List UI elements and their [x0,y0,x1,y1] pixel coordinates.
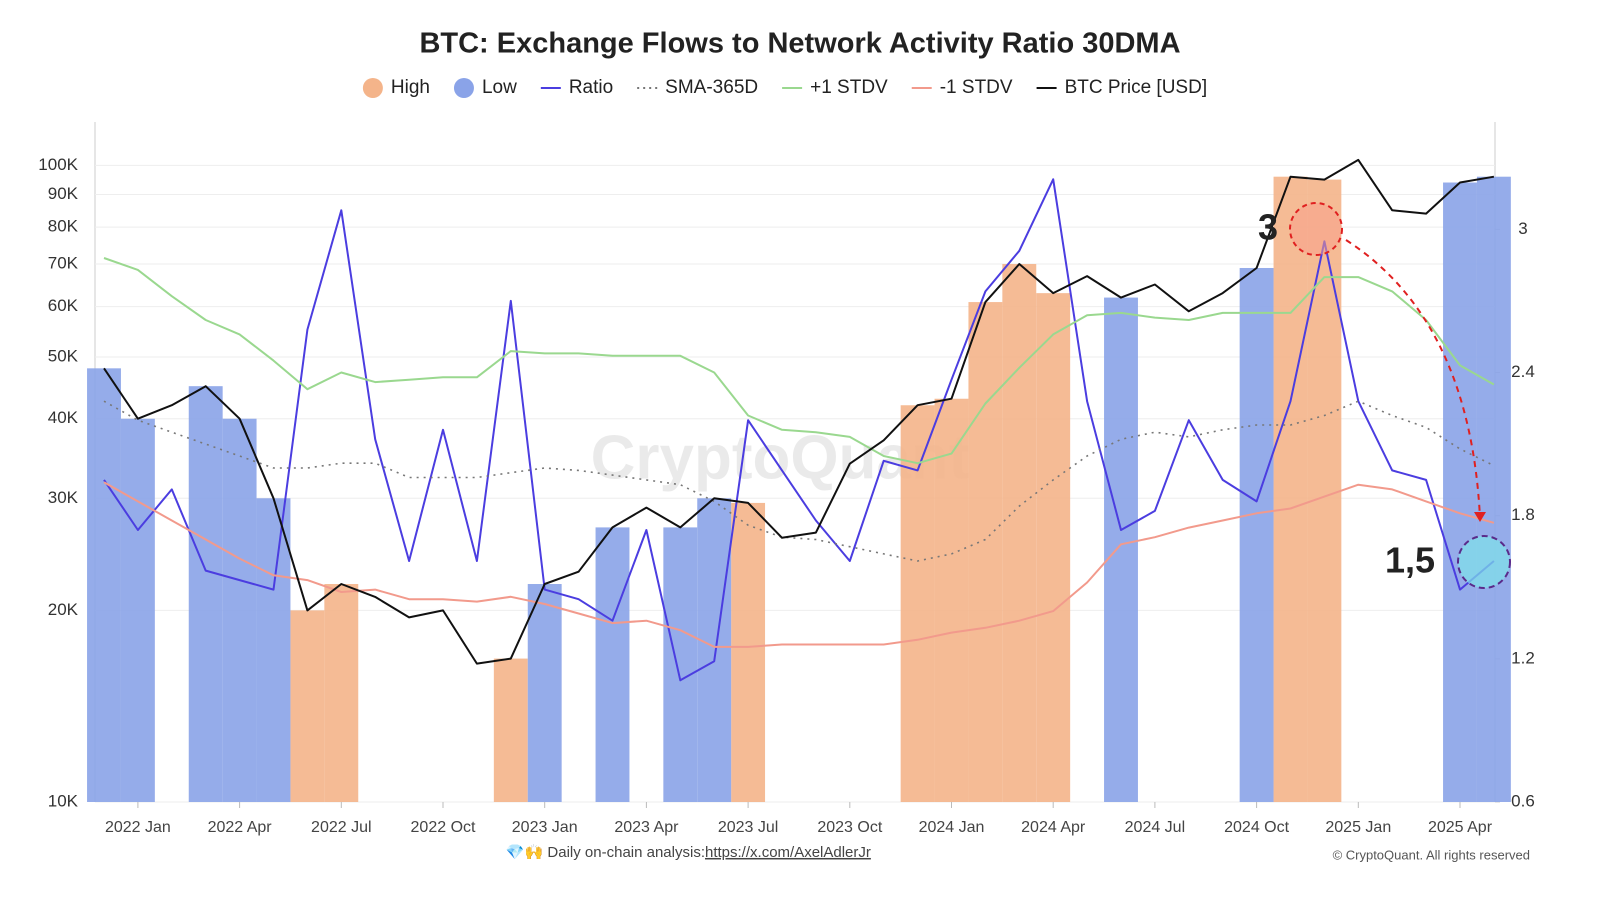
legend-label: +1 STDV [810,77,888,98]
legend: High Low Ratio SMA-365D +1 STDV -1 STDV BTC Pr… [362,77,1208,98]
bar [1307,179,1342,803]
x-tick-label: 2023 Apr [614,819,679,836]
arrow [1345,239,1481,519]
bar [595,527,630,802]
y2-tick-label: 3 [1518,219,1527,238]
y-tick-label: 100K [38,155,78,174]
chart-title: BTC: Exchange Flows to Network Activity … [419,28,1180,60]
line [103,400,1495,562]
bar [1443,182,1477,802]
bar [663,527,698,802]
bar [188,386,223,802]
x-tick-label: 2023 Oct [817,819,882,836]
legend-item: -1 STDV [911,77,1013,98]
bar [1476,176,1511,802]
bar [527,584,562,802]
legend-item: +1 STDV [782,77,888,98]
legend-item: Ratio [540,77,613,98]
bar [1273,176,1308,802]
plot-area: 10K 20K 30K 40K 50K 60K 70K 80K 90K 100K 0.6 1.2 1.8… [38,122,1535,836]
bar [256,498,291,802]
line [103,158,1495,665]
y-tick-label: 70K [48,254,79,273]
bar [290,610,325,802]
bar [934,398,969,802]
bar [900,405,935,802]
bar [1002,264,1037,802]
legend-item: BTC Price [USD] [1036,77,1208,98]
x-tick-label: 2023 Jan [512,819,578,836]
x-tick-label: 2022 Jul [311,819,372,836]
y-tick-label: 20K [48,600,79,619]
bar [324,584,359,802]
footer: 💎🙌 Daily on-chain analysis: [506,843,705,861]
line [103,257,1495,465]
bar [697,498,732,802]
y-tick-label: 90K [48,184,79,203]
legend-label: SMA-365D [665,77,758,98]
y-tick-label: 40K [48,408,79,427]
y-tick-label: 10K [48,791,79,810]
annotation: 3 [1258,207,1278,248]
line [103,178,1495,682]
arrow-head [1474,512,1486,522]
annotation: 1,5 [1385,540,1435,581]
legend-label: BTC Price [USD] [1065,77,1208,98]
legend-marker [362,78,383,98]
legend-label: Ratio [569,77,613,98]
bar [87,368,121,802]
bar [1104,297,1138,802]
bar [1036,293,1071,802]
x-tick-label: 2024 Oct [1224,819,1289,836]
y-tick-label: 80K [48,217,79,236]
x-tick-label: 2023 Jul [718,819,779,836]
x-tick-label: 2024 Apr [1021,819,1086,836]
bar [120,418,155,802]
y-tick-label: 50K [48,347,79,366]
bar [493,658,528,802]
y-tick-label: 30K [48,488,79,507]
y2-tick-label: 1.8 [1511,505,1535,524]
bar [222,418,257,802]
x-tick-label: 2022 Apr [208,819,273,836]
y-tick-label: 60K [48,296,79,315]
legend-item: SMA-365D [637,77,758,98]
line [103,481,1495,648]
x-tick-label: 2024 Jan [919,819,985,836]
bar [1239,267,1274,802]
legend-label: High [391,77,430,98]
y2-tick-label: 2.4 [1511,362,1535,381]
legend-label: -1 STDV [940,77,1013,98]
bar [968,302,1003,802]
x-tick-label: 2025 Apr [1428,819,1493,836]
x-tick-label: 2024 Jul [1125,819,1186,836]
legend-item: Low [453,77,517,98]
highlight-circle [1457,535,1511,589]
y2-tick-label: 0.6 [1511,791,1535,810]
bar [731,502,766,802]
legend-label: Low [482,77,517,98]
legend-marker [453,78,474,98]
y2-tick-label: 1.2 [1511,648,1535,667]
x-tick-label: 2022 Jan [105,819,171,836]
copyright: © CryptoQuant. All rights reserved [1333,847,1530,862]
highlight-circle [1289,202,1343,256]
x-tick-label: 2025 Jan [1325,819,1391,836]
legend-item: High [362,77,430,98]
footer-link[interactable]: https://x.com/AxelAdlerJr [705,844,871,861]
x-tick-label: 2022 Oct [411,819,476,836]
